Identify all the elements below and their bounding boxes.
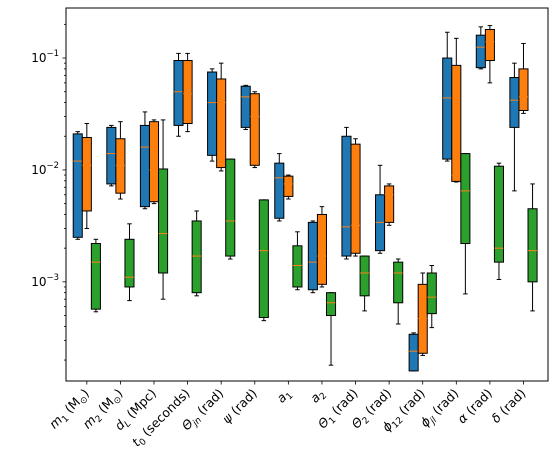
box-s1-c11: [408, 332, 419, 372]
y-tick-label: 10−3: [31, 273, 59, 289]
x-tick-label: α (rad): [454, 386, 495, 427]
box-body: [426, 272, 437, 315]
box-body: [292, 245, 303, 288]
box-s2-c1: [81, 123, 92, 229]
box-body: [460, 153, 471, 245]
x-tick-label: a2: [307, 386, 329, 408]
box-s3-c10: [393, 258, 404, 325]
box-body: [225, 158, 236, 257]
box-body: [81, 136, 92, 212]
box-s1-c6: [240, 84, 251, 130]
box-s1-c12: [442, 31, 453, 162]
box-body: [350, 143, 361, 254]
box-body: [173, 60, 184, 126]
box-s2-c12: [451, 37, 462, 183]
box-s3-c9: [359, 255, 370, 312]
box-s2-c14: [518, 42, 529, 114]
box-s3-c12: [460, 153, 471, 295]
x-tick-label: δ (rad): [488, 386, 528, 426]
box-s3-c5: [225, 158, 236, 260]
box-s3-c4: [191, 210, 202, 297]
box-body: [475, 34, 486, 69]
x-tick-label: m1 (M⊙): [46, 386, 94, 434]
box-body: [493, 165, 504, 263]
box-body: [393, 261, 404, 304]
box-body: [509, 77, 520, 128]
box-s3-c2: [124, 223, 135, 302]
box-body: [258, 199, 269, 319]
y-axis: 10−3 10−2 10−1: [31, 23, 66, 361]
x-tick-label: a1: [273, 386, 295, 408]
box-body: [518, 68, 529, 111]
box-s2-c10: [384, 183, 395, 226]
box-body: [124, 238, 135, 288]
box-s3-c1: [90, 238, 101, 313]
box-body: [341, 135, 352, 257]
x-tick-label: ψ (rad): [219, 386, 260, 427]
box-s1-c2: [106, 124, 117, 187]
box-s1-c13: [475, 26, 486, 70]
box-s3-c7: [292, 231, 303, 291]
box-body: [207, 71, 218, 156]
box-s2-c7: [283, 174, 294, 200]
y-tick-label: 10−1: [31, 49, 59, 65]
box-s1-c4: [173, 52, 184, 137]
box-body: [72, 133, 83, 238]
y-tick-label: 10−2: [31, 161, 59, 177]
box-s2-c5: [216, 62, 227, 172]
box-s1-c10: [375, 164, 386, 254]
plot-frame: [65, 7, 549, 382]
box-body: [316, 213, 327, 285]
box-s3-c8: [325, 292, 337, 366]
box-body: [139, 124, 150, 208]
x-axis: m1 (M⊙)m2 (M⊙)dL (Mpc)t0 (seconds)Θjn (r…: [46, 381, 529, 449]
box-body: [240, 85, 251, 128]
box-s2-c8: [316, 206, 327, 288]
box-body: [115, 138, 126, 194]
box-body: [484, 28, 495, 62]
box-s1-c14: [509, 62, 520, 192]
box-s2-c3: [148, 119, 160, 205]
box-body: [408, 333, 419, 372]
box-s1-c8: [307, 220, 318, 294]
box-body: [283, 175, 294, 197]
box-s3-c11: [426, 264, 437, 329]
box-s2-c2: [115, 121, 126, 200]
box-body: [527, 208, 538, 283]
box-body: [359, 255, 370, 297]
box-body: [451, 64, 462, 182]
box-s1-c9: [341, 126, 352, 260]
box-body: [274, 162, 285, 219]
box-body: [106, 126, 117, 185]
box-body: [325, 292, 337, 317]
box-s2-c9: [350, 138, 361, 257]
box-body: [191, 220, 202, 294]
box-body: [307, 221, 318, 291]
box-body: [384, 185, 395, 223]
box-s3-c13: [493, 162, 504, 280]
box-s1-c5: [207, 68, 218, 162]
box-s3-c3: [158, 119, 169, 300]
box-body: [249, 93, 260, 166]
boxes-layer: [72, 25, 538, 372]
box-s1-c7: [274, 153, 285, 222]
box-s2-c11: [417, 272, 428, 356]
box-s2-c4: [182, 52, 193, 133]
box-body: [148, 121, 160, 203]
box-body: [442, 57, 453, 160]
box-body: [158, 168, 169, 274]
box-s3-c14: [527, 183, 538, 312]
box-body: [182, 60, 193, 125]
box-s1-c3: [139, 111, 150, 210]
box-s3-c6: [258, 199, 269, 322]
box-body: [216, 78, 227, 169]
box-s1-c1: [72, 131, 83, 240]
box-body: [90, 243, 101, 310]
box-s2-c6: [249, 91, 260, 169]
box-s2-c13: [484, 25, 495, 84]
